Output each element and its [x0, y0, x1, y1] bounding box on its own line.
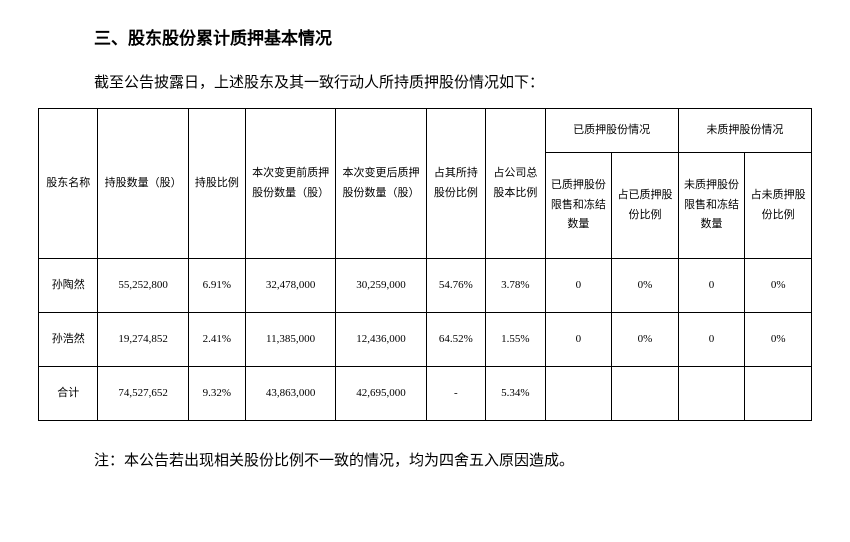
- header-pledged-ratio: 占已质押股份比例: [612, 153, 679, 259]
- cell-pledged-limit: 0: [545, 259, 612, 313]
- cell-before: 32,478,000: [245, 259, 335, 313]
- intro-text: 截至公告披露日，上述股东及其一致行动人所持质押股份情况如下：: [94, 71, 812, 92]
- cell-total-ratio: 5.34%: [486, 367, 545, 421]
- cell-hold-ratio: 54.76%: [426, 259, 485, 313]
- section-title: 三、股东股份累计质押基本情况: [94, 24, 812, 49]
- cell-unpledged-limit: 0: [678, 259, 745, 313]
- cell-name: 孙浩然: [39, 313, 98, 367]
- header-name: 股东名称: [39, 109, 98, 259]
- header-before: 本次变更前质押股份数量（股）: [245, 109, 335, 259]
- cell-pledged-ratio: 0%: [612, 313, 679, 367]
- cell-before: 43,863,000: [245, 367, 335, 421]
- cell-unpledged-ratio: [745, 367, 812, 421]
- cell-shares: 74,527,652: [98, 367, 188, 421]
- cell-pledged-ratio: 0%: [612, 259, 679, 313]
- cell-total-ratio: 1.55%: [486, 313, 545, 367]
- cell-unpledged-limit: [678, 367, 745, 421]
- cell-name: 孙陶然: [39, 259, 98, 313]
- header-unpledged-group: 未质押股份情况: [678, 109, 811, 153]
- header-total-ratio: 占公司总股本比例: [486, 109, 545, 259]
- cell-unpledged-ratio: 0%: [745, 313, 812, 367]
- cell-after: 12,436,000: [336, 313, 426, 367]
- table-row: 孙陶然 55,252,800 6.91% 32,478,000 30,259,0…: [39, 259, 812, 313]
- cell-hold-ratio: -: [426, 367, 485, 421]
- header-shares: 持股数量（股）: [98, 109, 188, 259]
- header-pledged-limit: 已质押股份限售和冻结数量: [545, 153, 612, 259]
- header-hold-ratio: 占其所持股份比例: [426, 109, 485, 259]
- cell-unpledged-ratio: 0%: [745, 259, 812, 313]
- cell-shares: 55,252,800: [98, 259, 188, 313]
- header-pledged-group: 已质押股份情况: [545, 109, 678, 153]
- header-unpledged-limit: 未质押股份限售和冻结数量: [678, 153, 745, 259]
- cell-ratio: 6.91%: [188, 259, 245, 313]
- cell-ratio: 9.32%: [188, 367, 245, 421]
- cell-ratio: 2.41%: [188, 313, 245, 367]
- table-row: 孙浩然 19,274,852 2.41% 11,385,000 12,436,0…: [39, 313, 812, 367]
- cell-name: 合计: [39, 367, 98, 421]
- cell-shares: 19,274,852: [98, 313, 188, 367]
- cell-pledged-ratio: [612, 367, 679, 421]
- cell-hold-ratio: 64.52%: [426, 313, 485, 367]
- cell-after: 42,695,000: [336, 367, 426, 421]
- table-row: 合计 74,527,652 9.32% 43,863,000 42,695,00…: [39, 367, 812, 421]
- cell-pledged-limit: 0: [545, 313, 612, 367]
- header-unpledged-ratio: 占未质押股份比例: [745, 153, 812, 259]
- header-after: 本次变更后质押股份数量（股）: [336, 109, 426, 259]
- cell-pledged-limit: [545, 367, 612, 421]
- cell-unpledged-limit: 0: [678, 313, 745, 367]
- note-text: 注：本公告若出现相关股份比例不一致的情况，均为四舍五入原因造成。: [94, 449, 812, 470]
- cell-after: 30,259,000: [336, 259, 426, 313]
- pledge-table: 股东名称 持股数量（股） 持股比例 本次变更前质押股份数量（股） 本次变更后质押…: [38, 108, 812, 421]
- cell-before: 11,385,000: [245, 313, 335, 367]
- header-ratio: 持股比例: [188, 109, 245, 259]
- cell-total-ratio: 3.78%: [486, 259, 545, 313]
